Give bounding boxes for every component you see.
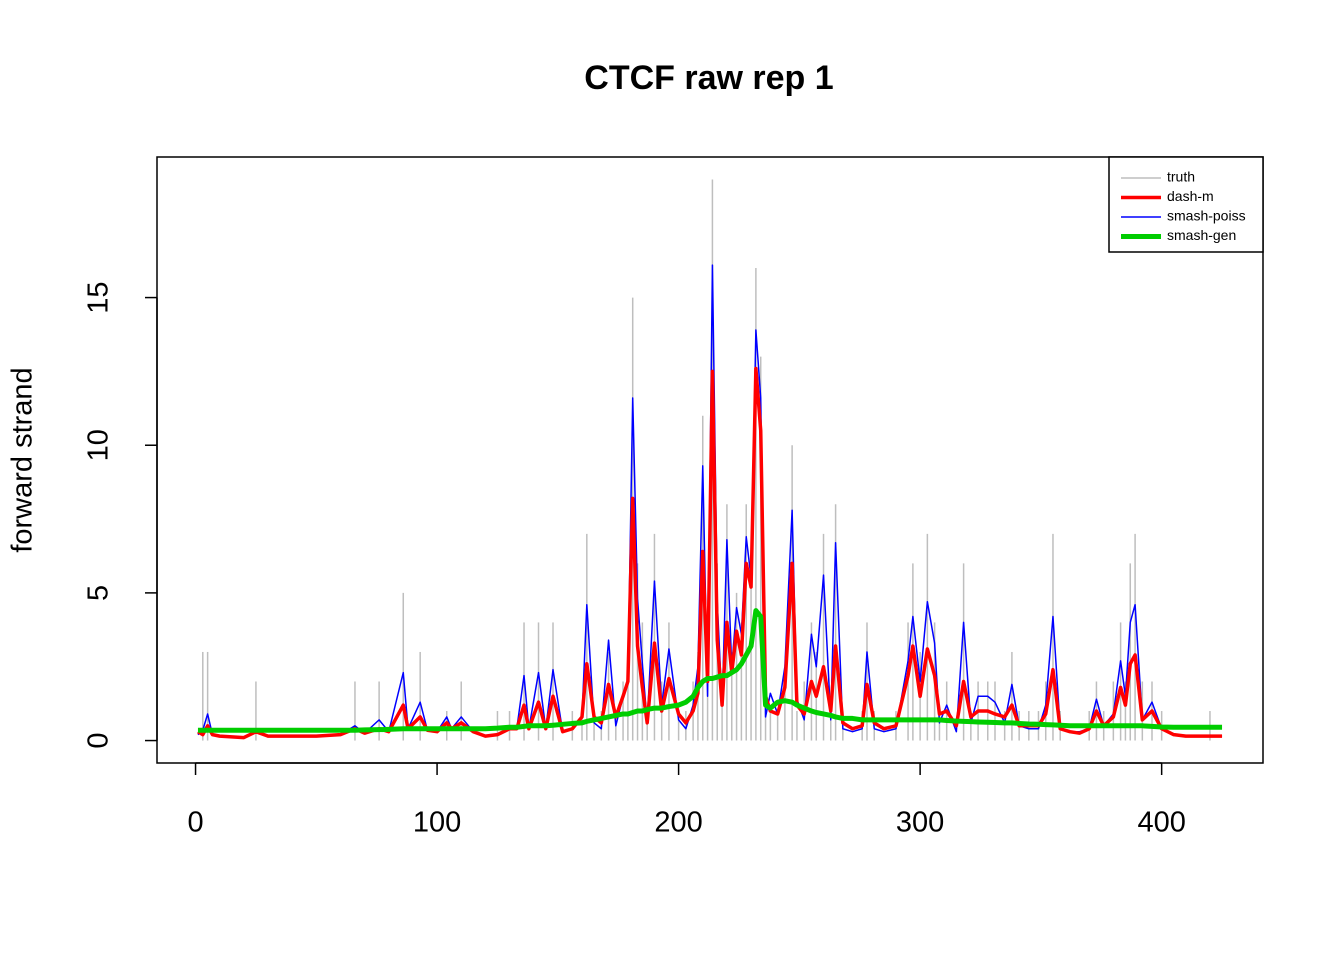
legend-label: smash-poiss	[1167, 208, 1246, 224]
y-tick-label: 5	[83, 585, 115, 601]
legend-box	[1108, 156, 1264, 253]
legend-label: smash-gen	[1167, 227, 1236, 243]
x-tick-label: 0	[187, 807, 203, 839]
y-tick-label: 15	[83, 281, 115, 313]
y-axis-label: forward strand	[7, 367, 39, 552]
series-line	[197, 366, 1223, 740]
plot-area	[197, 179, 1223, 741]
chart-title: CTCF raw rep 1	[584, 59, 833, 97]
y-tick-label: 10	[83, 429, 115, 461]
legend-label: truth	[1167, 169, 1195, 185]
x-tick-label: 300	[896, 807, 944, 839]
legend-label: dash-m	[1167, 188, 1214, 204]
y-tick-label: 0	[83, 732, 115, 748]
x-tick-label: 100	[413, 807, 461, 839]
series-line	[197, 608, 1223, 733]
x-tick-label: 400	[1137, 807, 1185, 839]
x-tick-label: 200	[654, 807, 702, 839]
